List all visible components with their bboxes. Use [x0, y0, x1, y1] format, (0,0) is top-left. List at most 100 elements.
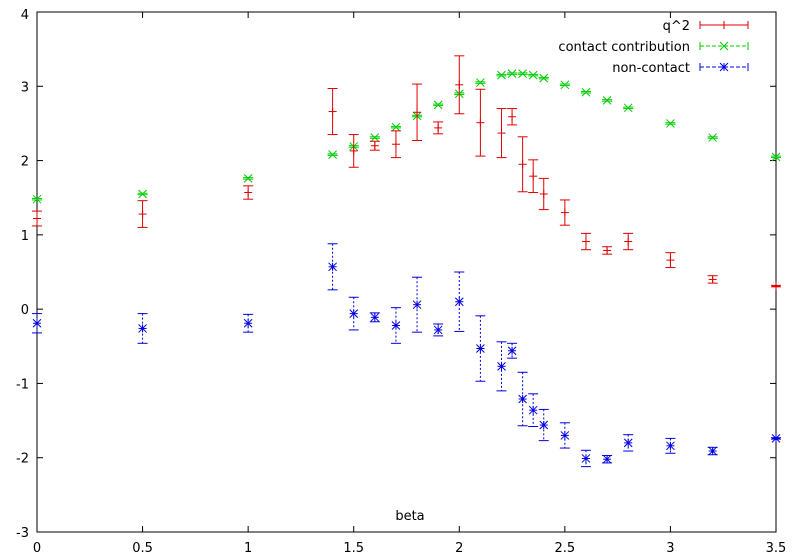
data-point — [370, 133, 380, 142]
data-point — [771, 152, 781, 162]
y-tick-label: 2 — [21, 155, 29, 170]
data-point — [434, 123, 443, 132]
data-point — [243, 174, 253, 183]
error-bar — [137, 313, 148, 344]
data-point — [581, 454, 591, 463]
legend-marker — [720, 21, 728, 29]
data-point — [433, 325, 443, 335]
data-point — [476, 78, 485, 87]
series-2 — [32, 243, 781, 468]
data-point — [32, 194, 42, 204]
data-point — [708, 275, 717, 284]
data-point — [623, 438, 633, 448]
data-point — [539, 420, 549, 430]
data-point — [476, 118, 485, 127]
data-point — [391, 140, 400, 149]
data-point — [349, 146, 358, 155]
series-0 — [32, 55, 781, 291]
legend-label: non-contact — [612, 61, 690, 76]
data-point — [328, 262, 337, 272]
data-point — [518, 160, 527, 169]
data-point — [539, 73, 549, 83]
data-point — [666, 119, 675, 128]
y-tick-label: -3 — [16, 526, 29, 541]
data-point — [412, 300, 422, 310]
data-point — [518, 394, 527, 404]
data-point — [581, 237, 590, 246]
x-axis-label: beta — [395, 509, 424, 524]
data-point — [497, 129, 506, 138]
data-point — [328, 150, 337, 159]
data-point — [602, 96, 612, 105]
data-point — [476, 344, 485, 353]
data-point — [32, 318, 42, 328]
y-axis: -3 -2 -1 0 1 2 3 4 — [16, 8, 776, 541]
y-tick-label: -1 — [16, 377, 29, 392]
legend-item: non-contact — [612, 61, 749, 76]
data-point — [623, 103, 633, 113]
data-point — [603, 246, 612, 255]
x-tick-label: 1.5 — [343, 541, 364, 556]
data-point — [370, 141, 379, 150]
x-axis: 0 0.5 1 1.5 2 2.5 3 3.5 — [33, 12, 786, 556]
data-point — [370, 312, 380, 322]
legend: q^2 contact contribution non-contact — [558, 19, 749, 76]
data-point — [529, 172, 538, 181]
legend-label: q^2 — [663, 19, 690, 34]
y-tick-label: -2 — [16, 452, 29, 467]
data-point — [507, 69, 517, 79]
data-point — [33, 214, 41, 223]
error-bar — [517, 371, 528, 427]
legend-marker — [719, 62, 729, 72]
x-tick-label: 2 — [455, 541, 463, 556]
data-point — [391, 122, 401, 132]
data-point — [138, 189, 147, 199]
x-tick-label: 2.5 — [555, 541, 576, 556]
error-bar — [538, 408, 549, 442]
data-point — [138, 210, 147, 219]
series-1 — [32, 69, 781, 204]
error-bar — [412, 276, 423, 333]
data-point — [244, 188, 253, 197]
data-point — [413, 108, 422, 117]
y-tick-label: 4 — [21, 8, 29, 23]
data-point — [508, 112, 517, 121]
plot-frame — [36, 11, 777, 533]
data-point — [772, 282, 780, 291]
data-point — [455, 80, 464, 89]
x-tick-label: 3 — [666, 541, 674, 556]
data-point — [624, 237, 633, 246]
y-tick-label: 1 — [21, 229, 29, 244]
data-point — [539, 190, 548, 198]
data-point — [518, 69, 527, 79]
data-point — [708, 446, 718, 456]
data-point — [391, 321, 401, 330]
data-point — [243, 318, 253, 328]
data-point — [708, 133, 718, 142]
data-point — [507, 346, 517, 356]
data-point — [138, 324, 147, 333]
y-tick-label: 0 — [21, 303, 29, 318]
data-point — [560, 431, 570, 440]
legend-marker — [719, 41, 729, 51]
x-tick-label: 0 — [33, 541, 41, 556]
x-tick-label: 0.5 — [132, 541, 153, 556]
data-point — [328, 107, 337, 116]
data-point — [771, 434, 781, 443]
error-bar — [507, 342, 518, 359]
error-bar — [327, 243, 338, 291]
data-point — [666, 256, 675, 265]
data-point — [497, 70, 506, 80]
data-point — [666, 441, 675, 451]
y-tick-label: 3 — [21, 80, 29, 95]
data-point — [528, 405, 538, 415]
x-tick-label: 1 — [244, 541, 252, 556]
data-point — [602, 454, 612, 464]
legend-item: q^2 — [663, 19, 749, 34]
data-point — [581, 87, 591, 97]
data-point — [560, 80, 570, 90]
error-bar — [665, 437, 676, 454]
data-point — [528, 70, 538, 80]
